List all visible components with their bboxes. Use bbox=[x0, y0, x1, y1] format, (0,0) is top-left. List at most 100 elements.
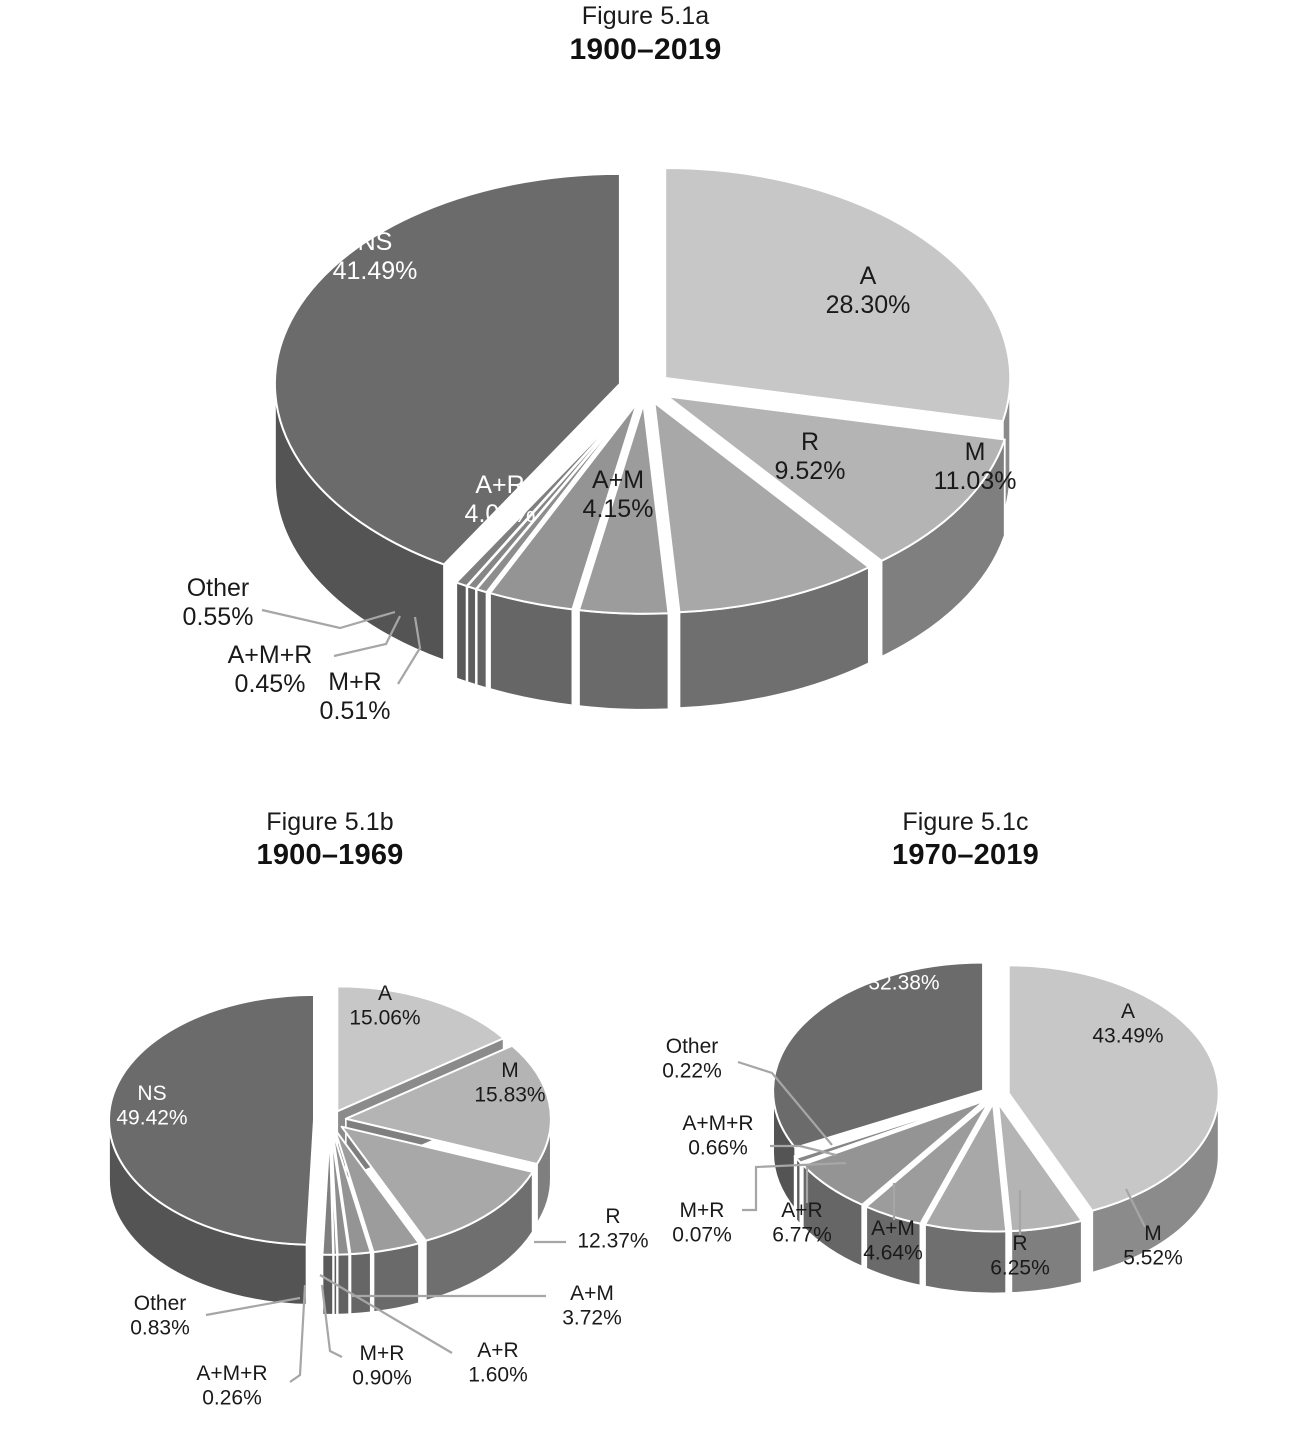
pie-slice-ns bbox=[772, 961, 985, 1149]
pie-3d-tops bbox=[108, 985, 552, 1256]
pie-label-a-name: A bbox=[1121, 1000, 1135, 1023]
pie-label-a-name: A bbox=[378, 982, 392, 1005]
pie-label-am-value: 4.15% bbox=[583, 495, 654, 523]
pie-label-ar-name: A+R bbox=[477, 1339, 518, 1362]
pie-label-a-value: 28.30% bbox=[826, 291, 911, 319]
pie-label-other-name: Other bbox=[187, 574, 250, 602]
pie-slice-mr bbox=[475, 401, 635, 594]
pie-label-mr-value: 0.07% bbox=[672, 1223, 732, 1246]
pie-label-ns-name: NS bbox=[137, 1082, 166, 1105]
pie-label-other-name: Other bbox=[666, 1035, 719, 1058]
leader-line bbox=[397, 616, 422, 685]
pie-slice-mr bbox=[799, 1098, 984, 1165]
figure-5-1c-title: Figure 5.1c 1970–2019 bbox=[640, 808, 1291, 871]
leader-line bbox=[205, 1296, 301, 1317]
pie-label-ns-name: NS bbox=[889, 947, 918, 970]
pie-slice-ar bbox=[488, 402, 638, 611]
figure-5-1c-range: 1970–2019 bbox=[892, 839, 1039, 871]
pie-label-ns-value: 32.38% bbox=[868, 971, 939, 994]
pie-label-r-value: 6.25% bbox=[990, 1256, 1050, 1279]
pie-label-mr-name: M+R bbox=[680, 1199, 725, 1222]
figure-5-1b: Figure 5.1b 1900–1969 NS 49.42% A 15.06% M 15… bbox=[0, 800, 660, 1446]
leader-line bbox=[333, 615, 401, 658]
leader-line bbox=[261, 608, 396, 630]
pie-label-m-name: M bbox=[501, 1059, 519, 1082]
figure-5-1c-pie-area: NS 32.38% A 43.49% Other 0.22% A+M+R 0.66% M+R 0.… bbox=[640, 905, 1291, 1445]
pie-label-ar-name: A+R bbox=[475, 471, 524, 499]
pie-slice-am bbox=[577, 402, 670, 615]
pie-label-r-value: 9.52% bbox=[775, 457, 846, 485]
pie-label-r-name: R bbox=[1012, 1232, 1027, 1255]
figure-5-1b-title: Figure 5.1b 1900–1969 bbox=[0, 808, 660, 871]
figure-5-1b-caption: Figure 5.1b bbox=[266, 808, 394, 836]
pie-label-mr-name: M+R bbox=[360, 1342, 405, 1365]
pie-label-m-name: M bbox=[1144, 1222, 1162, 1245]
pie-slice-side bbox=[475, 588, 488, 690]
pie-slice-ns bbox=[108, 993, 316, 1246]
pie-label-r-name: R bbox=[605, 1205, 620, 1228]
pie-label-m-value: 15.83% bbox=[474, 1083, 545, 1106]
pie-label-m-name: M bbox=[965, 438, 986, 466]
figure-5-1b-range: 1900–1969 bbox=[256, 839, 404, 871]
pie-slice-am bbox=[333, 1128, 421, 1254]
pie-label-am-name: A+M bbox=[592, 466, 644, 494]
pie-label-ar-value: 6.77% bbox=[772, 1223, 832, 1246]
pie-slice-ns bbox=[273, 172, 621, 566]
leader-line bbox=[289, 1284, 307, 1383]
figure-5-1c: Figure 5.1c 1970–2019 NS 32.38% A 43.49% Oth… bbox=[640, 800, 1291, 1446]
pie-label-m-value: 11.03% bbox=[934, 467, 1017, 495]
pie-label-ns-value: 41.49% bbox=[333, 257, 418, 285]
pie-slice-a bbox=[1007, 964, 1220, 1212]
pie-slice-side bbox=[466, 585, 477, 686]
pie-3d-tops bbox=[772, 961, 1220, 1233]
pie-slice-side bbox=[455, 581, 468, 683]
pie-label-am-name: A+M bbox=[570, 1282, 614, 1305]
pie-slice-m bbox=[344, 1044, 552, 1165]
pie-label-amr-name: A+M+R bbox=[682, 1112, 753, 1135]
figure-5-1a-caption: Figure 5.1a bbox=[581, 2, 710, 30]
pie-label-a-value: 15.06% bbox=[349, 1006, 420, 1029]
pie-slice-a bbox=[664, 167, 1012, 423]
leader-line bbox=[742, 1161, 847, 1212]
figure-5-1a-range: 1900–2019 bbox=[569, 33, 722, 66]
pie-label-r-value: 12.37% bbox=[577, 1229, 648, 1252]
pie-label-a-name: A bbox=[860, 262, 877, 290]
pie-label-amr-name: A+M+R bbox=[228, 641, 313, 669]
leader-line bbox=[770, 1144, 837, 1157]
pie-label-amr-value: 0.26% bbox=[202, 1386, 262, 1409]
pie-slice-r bbox=[340, 1125, 534, 1242]
pie-label-amr-name: A+M+R bbox=[196, 1362, 267, 1385]
pie-label-a-value: 43.49% bbox=[1092, 1024, 1163, 1047]
pie-label-mr-value: 0.51% bbox=[320, 697, 391, 725]
pie-slice-other bbox=[321, 1128, 335, 1256]
pie-slice-r bbox=[653, 401, 870, 614]
pie-slice-side bbox=[578, 609, 670, 711]
pie-3d-tops bbox=[273, 167, 1012, 615]
leader-line bbox=[320, 1284, 343, 1358]
pie-label-ar-value: 4.01% bbox=[465, 500, 536, 528]
pie-label-other-value: 0.22% bbox=[662, 1059, 722, 1082]
pie-label-mr-name: M+R bbox=[328, 668, 381, 696]
pie-slice-m bbox=[666, 395, 1006, 562]
figure-5-1a-title: Figure 5.1a 1900–2019 bbox=[0, 2, 1291, 67]
pie-label-mr-value: 0.90% bbox=[352, 1366, 412, 1389]
pie-slice-am bbox=[865, 1101, 990, 1225]
pie-slice-side bbox=[372, 1242, 420, 1313]
figure-5-1c-caption: Figure 5.1c bbox=[902, 808, 1029, 836]
pie-label-other-value: 0.55% bbox=[183, 603, 254, 631]
pie-slice-side bbox=[349, 1251, 372, 1316]
pie-slice-a bbox=[336, 985, 505, 1113]
pie-slice-ar bbox=[331, 1128, 372, 1256]
pie-label-r-name: R bbox=[801, 428, 819, 456]
pie-label-ns-name: NS bbox=[358, 228, 393, 256]
pie-label-am-value: 4.64% bbox=[863, 1241, 923, 1264]
pie-label-other-value: 0.83% bbox=[130, 1316, 190, 1339]
pie-label-am-value: 3.72% bbox=[562, 1306, 622, 1329]
pie-label-am-name: A+M bbox=[871, 1217, 915, 1240]
